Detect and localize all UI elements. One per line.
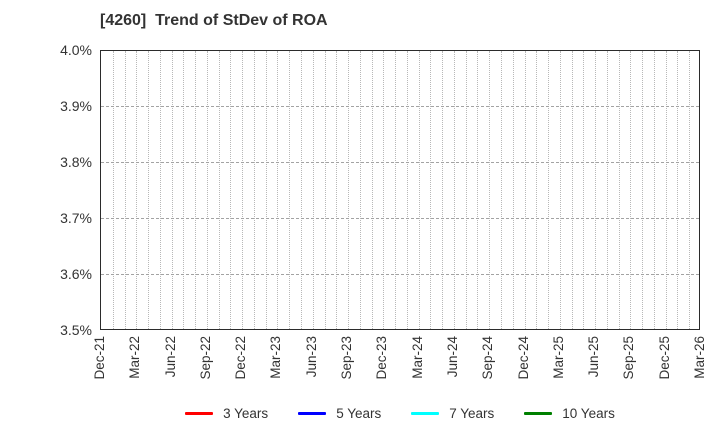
gridline-vertical [524, 51, 526, 329]
x-tick-label: Sep-22 [197, 336, 213, 380]
gridline-vertical [395, 51, 397, 329]
gridline-vertical [136, 51, 138, 329]
gridline-vertical [653, 51, 655, 329]
gridline-vertical [277, 51, 279, 329]
gridline-vertical [618, 51, 620, 329]
gridline-vertical [559, 51, 561, 329]
legend-item: 7 Years [411, 406, 494, 421]
legend-line-swatch [524, 411, 553, 415]
legend-label: 3 Years [223, 405, 269, 421]
legend-line-swatch [411, 411, 440, 415]
gridline-vertical [112, 51, 114, 329]
legend-label: 5 Years [336, 405, 382, 421]
gridline-vertical [571, 51, 573, 329]
gridline-vertical [359, 51, 361, 329]
x-tick-label: Mar-26 [692, 336, 707, 379]
y-tick-label: 3.7% [60, 210, 92, 226]
gridline-vertical [312, 51, 314, 329]
x-tick-label: Dec-22 [233, 336, 249, 380]
gridline-vertical [171, 51, 173, 329]
gridline-vertical [371, 51, 373, 329]
gridline-vertical [242, 51, 244, 329]
x-tick-label: Sep-23 [339, 336, 355, 380]
x-tick-label: Mar-23 [268, 336, 284, 379]
x-tick-label: Jun-25 [586, 336, 602, 378]
gridline-horizontal [101, 162, 699, 163]
x-tick-label: Mar-24 [409, 336, 425, 379]
plot-area [100, 50, 700, 330]
legend-label: 10 Years [562, 405, 615, 421]
gridline-vertical [348, 51, 350, 329]
gridline-vertical [265, 51, 267, 329]
gridline-vertical [501, 51, 502, 329]
gridline-vertical [465, 51, 467, 329]
gridline-vertical [336, 51, 338, 329]
x-tick-label: Dec-24 [515, 336, 531, 380]
gridline-vertical [230, 51, 232, 329]
gridline-vertical [453, 51, 455, 329]
gridline-vertical [430, 51, 432, 329]
gridline-vertical [206, 51, 208, 329]
legend-item: 5 Years [298, 406, 381, 421]
legend-label: 7 Years [449, 405, 495, 421]
gridline-vertical [477, 51, 479, 329]
gridline-vertical [183, 51, 185, 329]
x-tick-label: Jun-24 [444, 336, 460, 378]
gridline-vertical [665, 51, 667, 329]
x-tick-label: Sep-24 [480, 336, 496, 380]
chart-title: [4260] Trend of StDev of ROA [100, 12, 328, 29]
gridline-vertical [595, 51, 597, 329]
gridline-vertical [689, 51, 691, 329]
gridline-vertical [583, 51, 585, 329]
y-tick-label: 3.9% [60, 98, 92, 114]
gridline-vertical [218, 51, 220, 329]
gridline-vertical [512, 51, 514, 329]
gridline-vertical [324, 51, 326, 329]
x-tick-label: Jun-22 [162, 336, 178, 378]
legend-item: 10 Years [524, 406, 615, 421]
gridline-vertical [536, 51, 538, 329]
gridline-vertical [642, 51, 644, 329]
gridline-horizontal [101, 218, 699, 219]
gridline-vertical [159, 51, 161, 329]
gridline-vertical [418, 51, 420, 329]
gridline-vertical [406, 51, 408, 329]
gridline-horizontal [101, 274, 699, 275]
legend-line-swatch [185, 411, 214, 415]
gridline-vertical [301, 51, 302, 329]
gridline-vertical [442, 51, 444, 329]
y-tick-label: 3.8% [60, 154, 92, 170]
gridline-vertical [124, 51, 126, 329]
y-tick-label: 3.5% [60, 322, 92, 338]
y-tick-label: 3.6% [60, 266, 92, 282]
gridline-vertical [677, 51, 679, 329]
y-tick-label: 4.0% [60, 42, 92, 58]
gridline-vertical [630, 51, 632, 329]
gridline-vertical [253, 51, 255, 329]
legend-line-swatch [298, 411, 327, 415]
legend: 3 Years 5 Years 7 Years 10 Years [100, 403, 700, 423]
x-tick-label: Dec-21 [92, 336, 107, 380]
gridline-vertical [383, 51, 385, 329]
gridline-vertical [548, 51, 550, 329]
gridline-vertical [489, 51, 491, 329]
x-tick-label: Dec-23 [374, 336, 390, 380]
gridline-horizontal [101, 106, 699, 107]
x-tick-label: Jun-23 [303, 336, 319, 378]
x-tick-label: Mar-25 [550, 336, 566, 379]
x-tick-label: Mar-22 [127, 336, 143, 379]
gridline-vertical [148, 51, 150, 329]
gridline-vertical [606, 51, 608, 329]
x-tick-label: Sep-25 [621, 336, 637, 380]
gridline-vertical [195, 51, 197, 329]
x-tick-label: Dec-25 [656, 336, 672, 380]
legend-item: 3 Years [185, 406, 268, 421]
gridline-vertical [289, 51, 291, 329]
